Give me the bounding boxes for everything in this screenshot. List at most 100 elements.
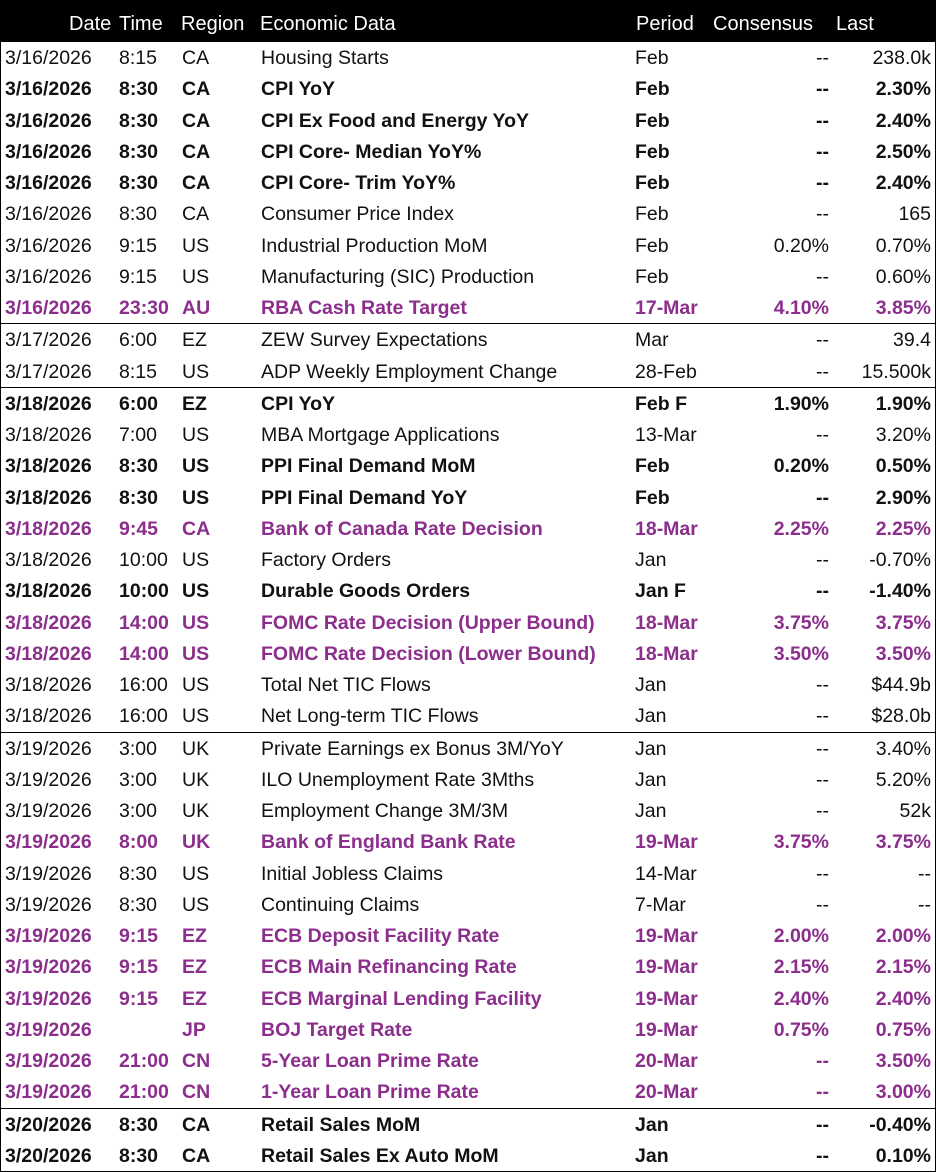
cell-economic-data: Total Net TIC Flows xyxy=(261,674,431,696)
table-row: 3/18/2026 10:00 US Durable Goods Orders Jan … xyxy=(1,575,935,606)
cell-region: UK xyxy=(182,800,210,822)
cell-consensus: 0.75% xyxy=(773,1018,829,1041)
cell-period: Feb xyxy=(635,78,670,101)
cell-last: 52k xyxy=(899,800,931,822)
cell-consensus: -- xyxy=(816,862,829,885)
cell-region: US xyxy=(182,265,210,288)
cell-period: 18-Mar xyxy=(635,517,698,540)
cell-time: 8:30 xyxy=(119,109,159,132)
table-row: 3/19/2026 21:00 CN 1-Year Loan Prime Rate 20… xyxy=(1,1076,935,1107)
header-period: Period xyxy=(636,13,694,35)
cell-last: 3.50% xyxy=(875,642,931,665)
cell-region: UK xyxy=(182,737,210,760)
cell-time: 8:30 xyxy=(119,172,159,194)
cell-last: 0.50% xyxy=(875,455,931,478)
cell-consensus: -- xyxy=(816,109,829,132)
cell-economic-data: Retail Sales Ex Auto MoM xyxy=(261,1144,499,1167)
table-row: 3/19/2026 9:15 EZ ECB Deposit Facility Rate… xyxy=(1,920,935,951)
cell-time: 8:30 xyxy=(119,78,159,101)
cell-date: 3/16/2026 xyxy=(5,140,92,163)
header-time: Time xyxy=(119,13,163,35)
cell-date: 3/19/2026 xyxy=(5,1081,92,1104)
cell-time: 7:00 xyxy=(119,424,157,446)
cell-last: 3.40% xyxy=(875,737,931,760)
cell-economic-data: Net Long-term TIC Flows xyxy=(261,705,479,728)
cell-last: 2.40% xyxy=(875,109,931,132)
cell-region: EZ xyxy=(182,987,207,1010)
cell-date: 3/19/2026 xyxy=(5,800,92,822)
cell-region: US xyxy=(182,455,210,478)
table-row: 3/17/2026 6:00 EZ ZEW Survey Expectations Ma… xyxy=(1,323,935,355)
cell-period: Feb xyxy=(635,109,670,132)
cell-time: 14:00 xyxy=(119,642,169,665)
cell-economic-data: RBA Cash Rate Target xyxy=(261,297,467,319)
cell-consensus: -- xyxy=(816,203,829,226)
cell-last: 0.75% xyxy=(875,1018,931,1041)
cell-last: 3.50% xyxy=(875,1050,931,1072)
cell-date: 3/19/2026 xyxy=(5,768,92,791)
cell-region: US xyxy=(182,642,210,665)
cell-date: 3/19/2026 xyxy=(5,956,92,979)
cell-date: 3/19/2026 xyxy=(5,893,92,916)
cell-date: 3/18/2026 xyxy=(5,549,92,571)
cell-date: 3/17/2026 xyxy=(5,360,92,383)
table-row: 3/16/2026 8:30 CA CPI YoY Feb -- 2.30% xyxy=(1,73,935,104)
cell-time: 8:15 xyxy=(119,360,157,383)
cell-economic-data: CPI Core- Trim YoY% xyxy=(261,172,456,194)
cell-time: 21:00 xyxy=(119,1050,169,1072)
cell-period: Jan F xyxy=(635,580,686,603)
header-last: Last xyxy=(836,13,874,35)
cell-period: Jan xyxy=(635,549,667,571)
cell-last: 0.10% xyxy=(875,1144,931,1167)
cell-economic-data: PPI Final Demand MoM xyxy=(261,455,476,478)
cell-period: Mar xyxy=(635,329,669,352)
cell-economic-data: FOMC Rate Decision (Lower Bound) xyxy=(261,642,596,665)
cell-period: Jan xyxy=(635,737,667,760)
cell-date: 3/18/2026 xyxy=(5,705,92,728)
cell-economic-data: FOMC Rate Decision (Upper Bound) xyxy=(261,611,595,634)
table-row: 3/19/2026 JP BOJ Target Rate 19-Mar 0.75% 0.7… xyxy=(1,1014,935,1045)
cell-period: Feb F xyxy=(635,392,687,415)
table-row: 3/19/2026 3:00 UK ILO Unemployment Rate 3Mt… xyxy=(1,764,935,795)
cell-economic-data: Durable Goods Orders xyxy=(261,580,471,603)
cell-region: AU xyxy=(182,297,211,319)
cell-date: 3/18/2026 xyxy=(5,392,92,415)
cell-date: 3/16/2026 xyxy=(5,297,92,319)
table-row: 3/19/2026 9:15 EZ ECB Main Refinancing Rate… xyxy=(1,951,935,982)
cell-date: 3/19/2026 xyxy=(5,862,92,885)
cell-period: Feb xyxy=(635,203,669,226)
cell-region: CA xyxy=(182,172,211,194)
cell-consensus: -- xyxy=(816,78,829,101)
cell-time: 6:00 xyxy=(119,329,157,352)
cell-last: 2.30% xyxy=(875,78,931,101)
cell-period: Jan xyxy=(635,1144,669,1167)
cell-time: 8:30 xyxy=(119,893,157,916)
cell-consensus: 3.75% xyxy=(773,831,829,854)
cell-date: 3/16/2026 xyxy=(5,234,92,257)
cell-period: Jan xyxy=(635,768,667,791)
cell-last: 15.500k xyxy=(861,360,931,383)
cell-period: 17-Mar xyxy=(635,297,698,319)
cell-economic-data: 1-Year Loan Prime Rate xyxy=(261,1081,479,1104)
cell-last: 0.60% xyxy=(875,265,931,288)
cell-consensus: 4.10% xyxy=(773,297,829,319)
cell-economic-data: Employment Change 3M/3M xyxy=(261,800,509,822)
cell-date: 3/19/2026 xyxy=(5,925,92,947)
cell-date: 3/16/2026 xyxy=(5,78,92,101)
table-row: 3/18/2026 6:00 EZ CPI YoY Feb F 1.90% 1.90% xyxy=(1,386,935,419)
cell-region: CA xyxy=(182,203,210,226)
cell-last: 238.0k xyxy=(872,47,931,69)
cell-period: Jan xyxy=(635,1113,669,1136)
cell-economic-data: ECB Deposit Facility Rate xyxy=(261,925,500,947)
table-row: 3/20/2026 8:30 CA Retail Sales Ex Auto MoM J… xyxy=(1,1140,935,1171)
table-row: 3/19/2026 8:00 UK Bank of England Bank Rate… xyxy=(1,826,935,857)
cell-region: EZ xyxy=(182,392,207,415)
cell-economic-data: Private Earnings ex Bonus 3M/YoY xyxy=(261,737,564,760)
cell-consensus: -- xyxy=(816,329,829,352)
cell-last: 2.40% xyxy=(875,987,931,1010)
cell-region: US xyxy=(182,360,210,383)
cell-period: 19-Mar xyxy=(635,987,698,1010)
header-consensus: Consensus xyxy=(713,13,814,35)
cell-region: CA xyxy=(182,1144,211,1167)
